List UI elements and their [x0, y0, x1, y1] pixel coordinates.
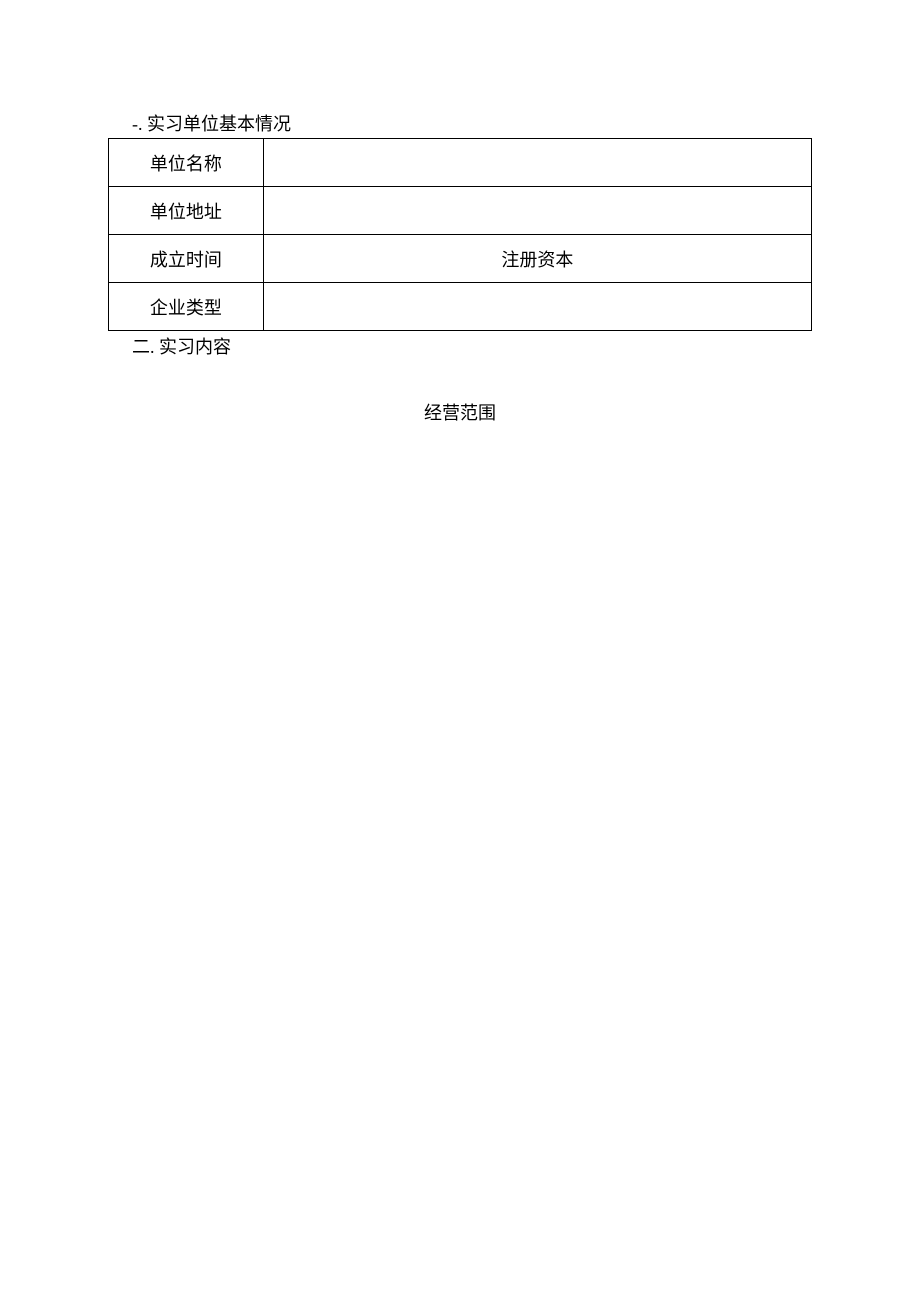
section-2-heading: 二. 实习内容 — [108, 333, 812, 359]
row-value-unit-address — [263, 187, 811, 235]
table-row: 单位名称 — [109, 139, 812, 187]
row-label-establish-date: 成立时间 — [109, 235, 264, 283]
unit-info-table: 单位名称 单位地址 成立时间 注册资本 企业类型 — [108, 138, 812, 331]
section-1-heading: -. 实习单位基本情况 — [108, 110, 812, 136]
row-label-unit-name: 单位名称 — [109, 139, 264, 187]
row-label-unit-address: 单位地址 — [109, 187, 264, 235]
business-scope-heading: 经营范围 — [108, 399, 812, 425]
row-label-enterprise-type: 企业类型 — [109, 283, 264, 331]
document-content: -. 实习单位基本情况 单位名称 单位地址 成立时间 注册资本 企业类型 二. … — [108, 110, 812, 425]
row-value-registered-capital: 注册资本 — [263, 235, 811, 283]
table-row: 单位地址 — [109, 187, 812, 235]
table-row: 成立时间 注册资本 — [109, 235, 812, 283]
row-value-unit-name — [263, 139, 811, 187]
table-row: 企业类型 — [109, 283, 812, 331]
row-value-enterprise-type — [263, 283, 811, 331]
